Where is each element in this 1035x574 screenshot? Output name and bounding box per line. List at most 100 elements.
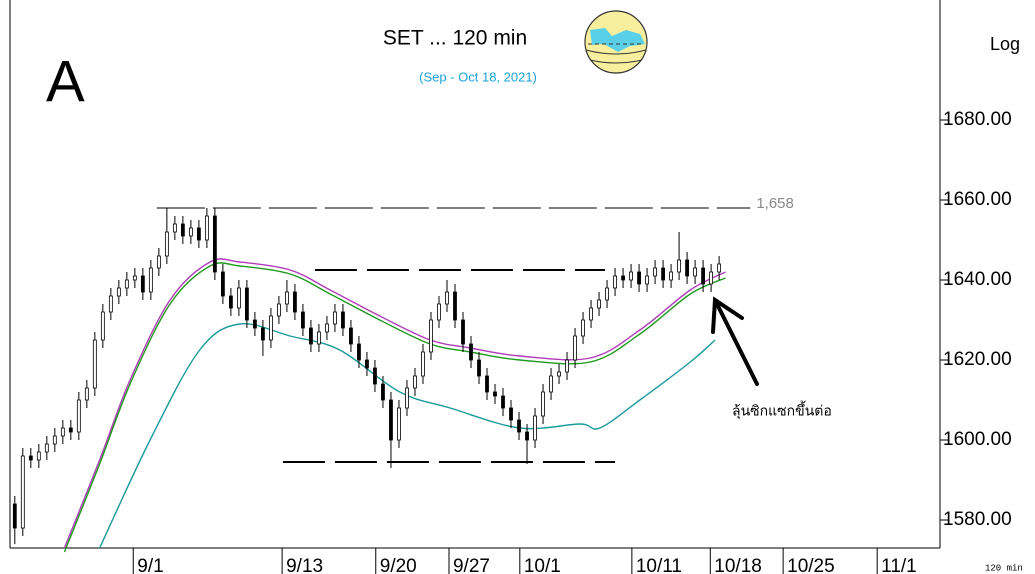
candle-body bbox=[581, 319, 585, 337]
x-tick-label: 9/20 bbox=[380, 556, 417, 574]
x-tick-label: 11/1 bbox=[881, 556, 917, 574]
candle-body bbox=[341, 311, 345, 329]
annotation: ลุ้นซิกแซกขึ้นต่อ bbox=[732, 401, 832, 420]
candle-body bbox=[541, 391, 545, 417]
candle-body bbox=[565, 359, 569, 373]
logo bbox=[584, 10, 648, 74]
candle-body bbox=[685, 259, 689, 277]
candle-body bbox=[461, 319, 465, 345]
candle-body bbox=[100, 311, 105, 341]
candle-body bbox=[693, 267, 697, 277]
candle-body bbox=[253, 319, 257, 329]
candle-body bbox=[477, 359, 481, 377]
candle-body bbox=[677, 259, 681, 273]
candle-body bbox=[653, 267, 657, 277]
candle-body bbox=[212, 215, 217, 273]
candle-body bbox=[501, 395, 505, 409]
y-tick-label: 1680.00 bbox=[943, 109, 1012, 130]
candle-body bbox=[405, 387, 409, 409]
panel-label: A bbox=[46, 49, 85, 114]
candle-body bbox=[365, 359, 369, 369]
y-tick-label: 1640.00 bbox=[943, 269, 1012, 290]
candle-body bbox=[269, 315, 273, 341]
candle-body bbox=[397, 407, 401, 441]
candle-body bbox=[637, 271, 641, 285]
x-tick-label: 10/11 bbox=[636, 556, 682, 574]
candle-body bbox=[645, 275, 649, 285]
level-label: 1,658 bbox=[756, 195, 794, 212]
candle-body bbox=[589, 307, 593, 321]
candle-body bbox=[621, 275, 625, 281]
candle-body bbox=[669, 271, 673, 281]
candle-body bbox=[629, 271, 633, 281]
candle-body bbox=[236, 287, 241, 309]
candle-body bbox=[557, 371, 561, 377]
chart-title: SET ... 120 min bbox=[383, 27, 527, 50]
candle-body bbox=[485, 375, 489, 393]
candle-body bbox=[493, 391, 497, 397]
candle-body bbox=[68, 427, 73, 433]
y-tick-label: 1620.00 bbox=[943, 349, 1012, 370]
x-tick-label: 10/18 bbox=[714, 556, 762, 574]
candle-body bbox=[204, 215, 209, 241]
moving-average-line bbox=[63, 262, 726, 553]
candle-body bbox=[509, 407, 513, 421]
x-tick-label: 9/27 bbox=[453, 556, 490, 574]
candle-body bbox=[196, 227, 201, 241]
candle-body bbox=[60, 427, 65, 437]
annotation-arrow bbox=[711, 296, 759, 386]
candle-body bbox=[349, 327, 353, 345]
candle-body bbox=[116, 287, 121, 297]
candle-body bbox=[172, 223, 177, 233]
candle-body bbox=[228, 295, 233, 309]
candle-body bbox=[453, 291, 457, 321]
candle-body bbox=[597, 299, 601, 309]
candle-body bbox=[20, 455, 25, 529]
candle-body bbox=[261, 327, 265, 341]
candle-body bbox=[52, 435, 57, 445]
x-tick-label: 9/13 bbox=[286, 556, 323, 574]
candle-body bbox=[661, 267, 665, 281]
candle-body bbox=[44, 443, 49, 453]
candle-body bbox=[309, 327, 313, 345]
candle-body bbox=[429, 319, 433, 353]
candle-body bbox=[421, 351, 425, 377]
candle-body bbox=[132, 275, 137, 281]
candle-body bbox=[389, 399, 393, 441]
candle-body bbox=[709, 271, 714, 285]
candle-body bbox=[245, 287, 249, 321]
candle-body bbox=[293, 291, 297, 313]
candle-body bbox=[413, 375, 417, 389]
moving-average-line bbox=[63, 258, 726, 549]
candle-body bbox=[12, 503, 17, 529]
candle-body bbox=[140, 275, 145, 293]
candle-body bbox=[701, 267, 705, 285]
candle-body bbox=[605, 287, 609, 301]
candle-body bbox=[84, 387, 89, 401]
candle-body bbox=[573, 335, 577, 361]
candle-body bbox=[28, 455, 33, 461]
candle-body bbox=[180, 223, 185, 237]
candle-body bbox=[613, 275, 617, 289]
footer-label: 120 min bbox=[985, 563, 1023, 573]
y-tick-label: 1660.00 bbox=[943, 189, 1012, 210]
candle-body bbox=[124, 279, 129, 289]
candle-body bbox=[108, 295, 113, 313]
y-tick-label: 1580.00 bbox=[943, 509, 1012, 530]
y-tick-label: 1600.00 bbox=[943, 429, 1012, 450]
candle-body bbox=[301, 311, 305, 329]
candle-body bbox=[188, 227, 193, 237]
x-tick-label: 10/1 bbox=[524, 556, 561, 574]
candle-body bbox=[325, 323, 329, 333]
candle-body bbox=[549, 375, 553, 393]
chart-subtitle: (Sep - Oct 18, 2021) bbox=[419, 69, 537, 84]
candle-body bbox=[164, 231, 169, 257]
candle-body bbox=[525, 431, 529, 441]
candle-body bbox=[148, 267, 153, 293]
x-tick-label: 10/25 bbox=[787, 556, 835, 574]
candle-body bbox=[357, 343, 361, 361]
candle-body bbox=[333, 311, 337, 325]
candle-body bbox=[76, 399, 81, 433]
candle-body bbox=[373, 367, 377, 385]
